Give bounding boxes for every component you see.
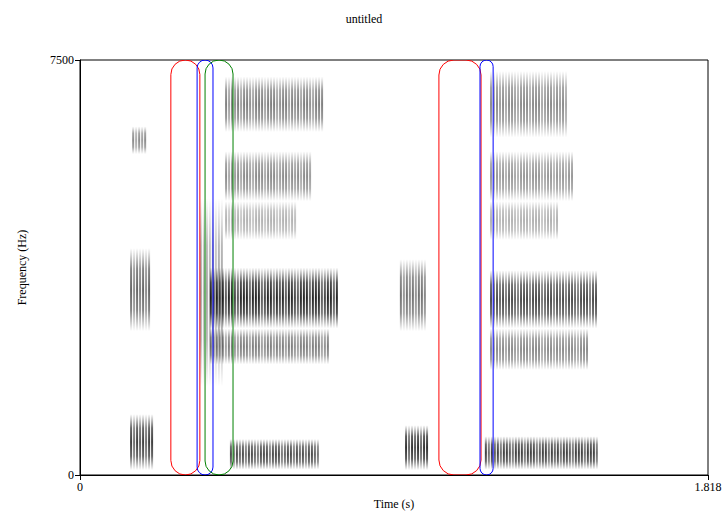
svg-text:7500: 7500 <box>50 53 74 67</box>
svg-text:Time (s): Time (s) <box>374 497 415 511</box>
svg-text:0: 0 <box>77 480 83 494</box>
svg-text:untitled: untitled <box>346 12 383 26</box>
svg-text:Frequency (Hz): Frequency (Hz) <box>15 230 29 306</box>
svg-text:1.818: 1.818 <box>695 480 722 494</box>
svg-text:0: 0 <box>68 468 74 482</box>
